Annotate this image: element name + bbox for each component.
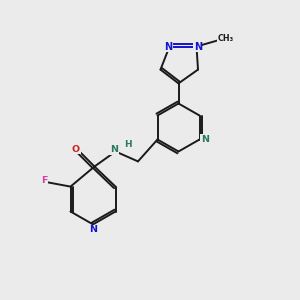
- Text: O: O: [72, 145, 80, 154]
- Text: F: F: [41, 176, 48, 185]
- Text: H: H: [124, 140, 132, 149]
- Text: CH₃: CH₃: [218, 34, 234, 43]
- Text: N: N: [110, 146, 118, 154]
- Text: N: N: [201, 135, 209, 144]
- Text: N: N: [89, 225, 97, 234]
- Text: N: N: [194, 41, 202, 52]
- Text: N: N: [164, 41, 172, 52]
